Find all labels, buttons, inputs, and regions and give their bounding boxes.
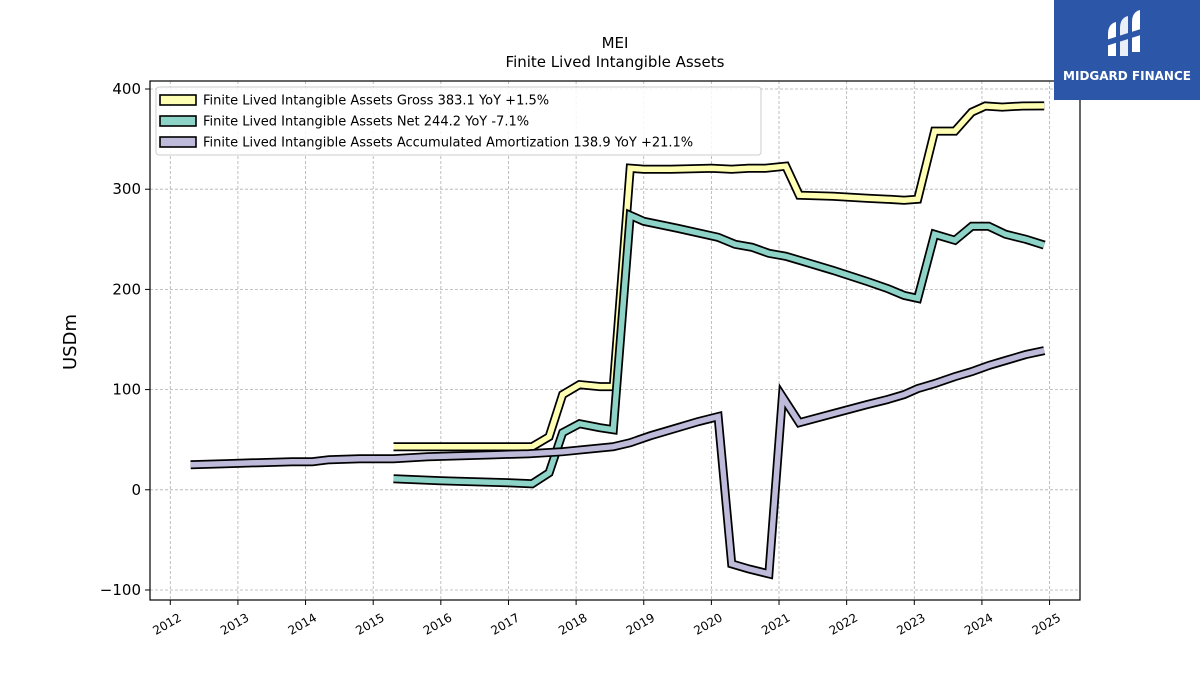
midgard-logo-icon <box>1106 10 1144 56</box>
x-tick-label: 2014 <box>286 610 319 637</box>
y-axis-label: USDm <box>60 314 81 370</box>
y-tick-label: 0 <box>131 481 141 499</box>
legend-label-2: Finite Lived Intangible Assets Accumulat… <box>203 136 693 151</box>
x-tick-label: 2021 <box>759 610 792 637</box>
series-line-1 <box>393 211 1046 487</box>
y-tick-label: 300 <box>112 180 141 198</box>
series-line-0 <box>393 103 1045 450</box>
series-line-2 <box>190 347 1045 578</box>
chart-title: MEI <box>602 34 629 52</box>
y-tick-label: 400 <box>112 80 141 98</box>
x-tick-label: 2020 <box>691 610 724 637</box>
y-tick-label: 200 <box>112 280 141 298</box>
x-tick-label: 2016 <box>421 610 454 637</box>
chart-subtitle: Finite Lived Intangible Assets <box>506 53 725 71</box>
x-tick-label: 2024 <box>962 610 995 637</box>
legend-swatch-2 <box>159 136 197 148</box>
x-tick-label: 2012 <box>150 610 183 637</box>
legend: Finite Lived Intangible Assets Gross 383… <box>155 86 762 156</box>
y-tick-label: 100 <box>112 381 141 399</box>
x-tick-label: 2025 <box>1030 610 1063 637</box>
x-tick-label: 2023 <box>894 610 927 637</box>
x-tick-label: 2017 <box>489 610 522 637</box>
axis-ticks: −100 0 100 200 300 400 2012 2013 2014 2015 2016 201… <box>100 80 1063 638</box>
midgard-finance-logo: MIDGARD FINANCE <box>1054 0 1200 100</box>
plot-frame <box>149 80 1081 601</box>
series-layer <box>190 101 1046 580</box>
series-outline-0 <box>393 101 1045 452</box>
x-tick-label: 2019 <box>624 610 657 637</box>
x-tick-label: 2022 <box>827 610 860 637</box>
brand-name: MIDGARD FINANCE <box>1063 69 1191 83</box>
legend-box <box>155 86 762 156</box>
legend-label-0: Finite Lived Intangible Assets Gross 383… <box>203 94 549 109</box>
y-tick-label: −100 <box>100 581 141 599</box>
x-tick-label: 2013 <box>218 610 251 637</box>
legend-label-1: Finite Lived Intangible Assets Net 244.2… <box>203 115 529 130</box>
x-tick-label: 2018 <box>556 610 589 637</box>
legend-swatch-0 <box>159 94 197 106</box>
x-tick-label: 2015 <box>353 610 386 637</box>
legend-swatch-1 <box>159 115 197 127</box>
